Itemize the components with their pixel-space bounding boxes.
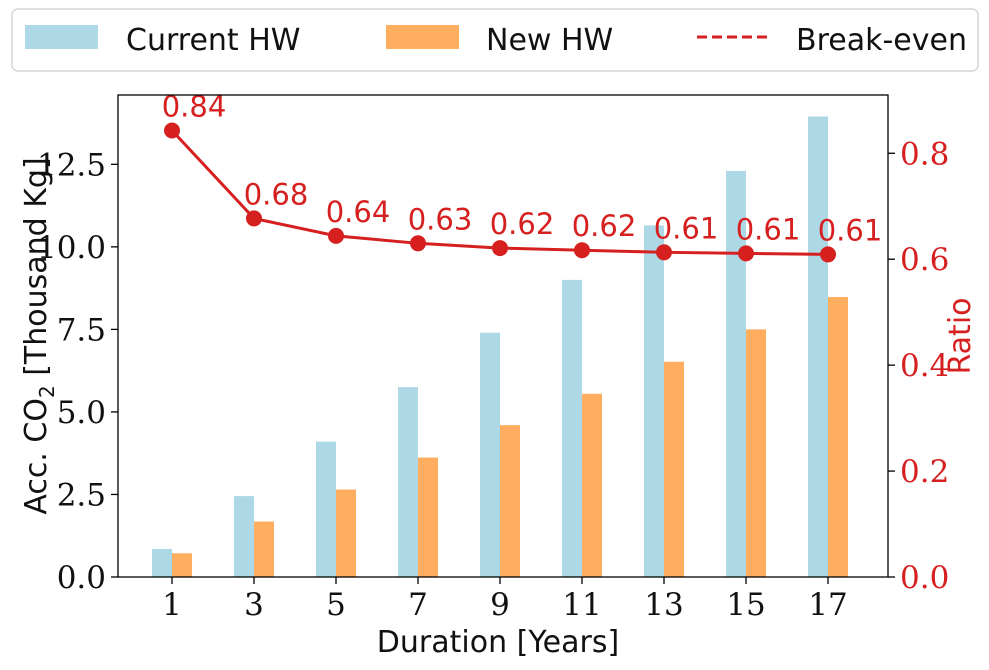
ratio-point-11 [574, 242, 590, 259]
x-tick-label-3: 3 [244, 587, 264, 623]
bar-current-hw-17 [808, 116, 828, 578]
y-left-tick-label-10.0: 10.0 [37, 230, 106, 266]
bar-new-hw-7 [418, 457, 438, 577]
bar-new-hw-5 [336, 489, 356, 577]
y-left-tick-label-0.0: 0.0 [57, 560, 106, 596]
ratio-label-9: 0.62 [490, 207, 555, 241]
ratio-point-17 [820, 246, 836, 263]
legend-swatch-new-hw [386, 25, 459, 49]
ratio-point-5 [328, 227, 344, 244]
ratio-point-9 [492, 240, 508, 257]
ratio-label-3: 0.68 [244, 177, 309, 211]
legend-label-new-hw: New HW [486, 23, 613, 58]
y-right-tick-label-0.2: 0.2 [900, 454, 949, 490]
legend: Current HW New HW Break-even [11, 8, 979, 72]
x-tick-label-15: 15 [726, 587, 765, 623]
bar-new-hw-13 [664, 361, 684, 577]
bars-layer [152, 116, 848, 578]
y-right-tick-label-0.0: 0.0 [900, 560, 949, 596]
x-tick-label-9: 9 [490, 587, 510, 623]
x-tick-label-13: 13 [644, 587, 683, 623]
y-left-tick-label-7.5: 7.5 [57, 312, 106, 348]
ratio-point-3 [246, 210, 262, 227]
ratio-point-7 [410, 235, 426, 252]
y-right-tick-label-0.8: 0.8 [900, 136, 949, 172]
legend-swatch-current-hw [25, 25, 98, 49]
bar-current-hw-9 [480, 332, 500, 577]
x-axis-title: Duration [Years] [377, 625, 619, 660]
y-left-tick-label-2.5: 2.5 [57, 477, 106, 513]
legend-label-break-even: Break-even [796, 23, 967, 58]
x-tick-label-7: 7 [408, 587, 428, 623]
bar-new-hw-17 [828, 297, 848, 577]
x-axis: 1 3 5 7 9 11 13 15 17 [162, 577, 848, 623]
y-axis-left: 0.0 2.5 5.0 7.5 10.0 12.5 [37, 147, 118, 596]
ratio-label-11: 0.62 [572, 209, 637, 243]
legend-frame [11, 8, 979, 72]
y-axis-left-title-main: Acc. CO [19, 398, 54, 515]
y-right-tick-label-0.6: 0.6 [900, 242, 949, 278]
y-axis-left-title-rest: [Thousand Kg] [19, 157, 54, 385]
legend-label-current-hw: Current HW [126, 23, 300, 58]
bar-new-hw-11 [582, 393, 602, 577]
bar-current-hw-7 [398, 387, 418, 577]
ratio-point-1 [164, 122, 180, 139]
x-tick-label-17: 17 [808, 587, 847, 623]
x-tick-label-5: 5 [326, 587, 346, 623]
bar-new-hw-15 [746, 329, 766, 577]
y-axis-right: 0.0 0.2 0.4 0.6 0.8 [888, 136, 949, 596]
y-axis-left-title: Acc. CO2 [Thousand Kg] [19, 157, 59, 514]
x-tick-label-1: 1 [162, 587, 182, 623]
bar-current-hw-1 [152, 548, 172, 577]
bar-new-hw-9 [500, 425, 520, 577]
ratio-label-7: 0.63 [408, 202, 473, 236]
ratio-label-17: 0.61 [818, 213, 883, 247]
ratio-label-13: 0.61 [654, 211, 719, 245]
ratio-point-15 [738, 245, 754, 262]
plot-frame [117, 94, 889, 578]
x-tick-label-11: 11 [562, 587, 601, 623]
ratio-line-layer: 0.840.680.64 0.63 0.62 0.62 0.61 0.61 0.61 [162, 89, 883, 263]
y-axis-left-title-subscript: 2 [35, 385, 59, 398]
bar-new-hw-3 [254, 521, 274, 577]
ratio-point-13 [656, 244, 672, 261]
bar-new-hw-1 [172, 553, 192, 577]
y-right-tick-label-0.4: 0.4 [900, 348, 949, 384]
ratio-label-5: 0.64 [326, 195, 391, 229]
y-axis-right-title: Ratio [943, 297, 978, 374]
bar-current-hw-11 [562, 279, 582, 577]
y-left-tick-label-5.0: 5.0 [57, 395, 106, 431]
bar-current-hw-5 [316, 441, 336, 577]
ratio-label-15: 0.61 [736, 212, 801, 246]
bar-current-hw-15 [726, 170, 746, 577]
bar-current-hw-13 [644, 225, 664, 577]
y-left-tick-label-12.5: 12.5 [37, 147, 106, 183]
bar-current-hw-3 [234, 496, 254, 577]
